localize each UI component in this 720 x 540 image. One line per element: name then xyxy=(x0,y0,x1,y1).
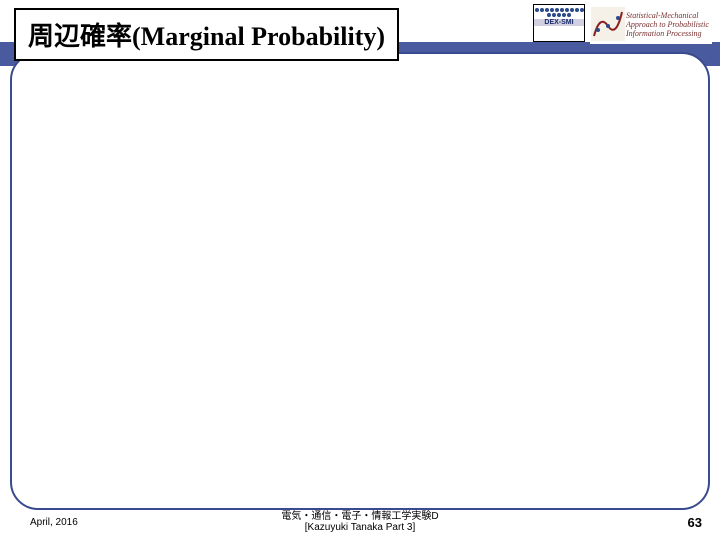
footer-center-line2: [Kazuyuki Tanaka Part 3] xyxy=(0,522,720,533)
page-number: 63 xyxy=(688,515,702,530)
title-en: (Marginal Probability) xyxy=(132,22,385,51)
dex-label: DEX-SMI xyxy=(534,19,584,26)
footer-center: 電気・通信・電子・情報工学実験D [Kazuyuki Tanaka Part 3… xyxy=(0,511,720,533)
smapip-text: Statistical-Mechanical Approach to Proba… xyxy=(626,11,709,38)
smapip-logo: Statistical-Mechanical Approach to Proba… xyxy=(590,4,712,44)
footer-center-line1: 電気・通信・電子・情報工学実験D xyxy=(0,511,720,522)
title-jp: 周辺確率 xyxy=(28,21,132,51)
smapip-line-1: Statistical-Mechanical xyxy=(626,11,709,20)
footer-date: April, 2016 xyxy=(30,517,78,528)
content-frame xyxy=(10,52,710,510)
smapip-line-3: Information Processing xyxy=(626,29,709,38)
slide-footer: April, 2016 電気・通信・電子・情報工学実験D [Kazuyuki T… xyxy=(0,510,720,534)
slide-title-box: 周辺確率(Marginal Probability) xyxy=(14,8,399,61)
smapip-icon xyxy=(590,6,626,42)
dex-smi-logo: DEX-SMI xyxy=(533,4,585,42)
slide-title: 周辺確率(Marginal Probability) xyxy=(28,21,385,51)
smapip-line-2: Approach to Probabilistic xyxy=(626,20,709,29)
